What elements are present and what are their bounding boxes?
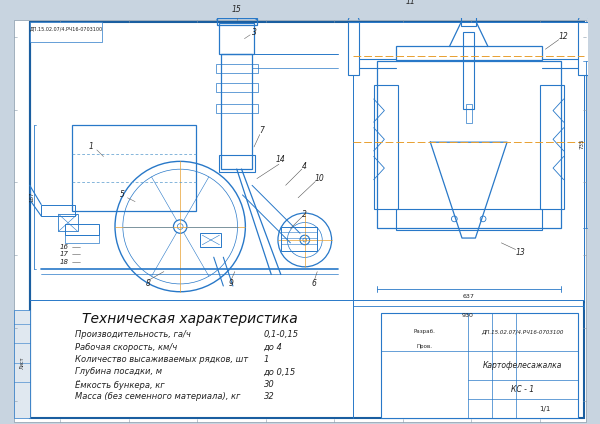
Text: ДП.15.02.07/4.РЧ16-0703100: ДП.15.02.07/4.РЧ16-0703100: [481, 329, 563, 335]
Text: Разраб.: Разраб.: [413, 329, 436, 335]
Text: Глубина посадки, м: Глубина посадки, м: [75, 368, 162, 377]
Text: Ёмкость бункера, кг: Ёмкость бункера, кг: [75, 380, 164, 390]
Text: Техническая характеристика: Техническая характеристика: [82, 312, 298, 326]
Text: 32: 32: [263, 392, 274, 402]
Bar: [221, 54, 252, 169]
Text: Лист: Лист: [20, 357, 25, 369]
Text: до 0,15: до 0,15: [263, 368, 296, 377]
Bar: [396, 46, 542, 60]
Bar: [215, 83, 258, 92]
Text: 9: 9: [229, 279, 233, 287]
Bar: [466, 104, 472, 123]
Text: 6: 6: [312, 279, 317, 287]
Bar: [29, 22, 101, 42]
Text: 11: 11: [406, 0, 415, 6]
Bar: [461, 13, 476, 26]
Text: КС - 1: КС - 1: [511, 385, 534, 394]
Text: 10: 10: [314, 174, 324, 183]
Text: 14: 14: [276, 155, 286, 164]
Text: 3: 3: [251, 28, 256, 37]
Text: 30: 30: [263, 380, 274, 389]
Bar: [218, 155, 255, 172]
Bar: [578, 22, 589, 75]
Text: Масса (без семенного материала), кг: Масса (без семенного материала), кг: [75, 392, 240, 402]
Bar: [281, 226, 317, 251]
Text: 1: 1: [263, 355, 269, 364]
Text: 4: 4: [302, 162, 307, 170]
Bar: [14, 310, 29, 418]
Bar: [200, 233, 221, 247]
Text: 12: 12: [559, 32, 568, 41]
Bar: [463, 32, 475, 109]
Bar: [217, 17, 257, 25]
Text: Производительность, га/ч: Производительность, га/ч: [75, 330, 191, 339]
Text: 735: 735: [580, 139, 584, 149]
Bar: [377, 61, 561, 229]
Text: 0,1-0,15: 0,1-0,15: [263, 330, 299, 339]
Bar: [374, 85, 398, 209]
Text: 7: 7: [259, 126, 264, 135]
Bar: [65, 224, 99, 235]
Bar: [353, 22, 584, 300]
Bar: [41, 204, 75, 216]
Text: 17: 17: [60, 251, 69, 257]
Bar: [72, 125, 196, 211]
Text: Рабочая скорость, км/ч: Рабочая скорость, км/ч: [75, 343, 177, 351]
Text: 637: 637: [463, 294, 475, 299]
Bar: [220, 23, 254, 54]
Text: 2: 2: [302, 209, 307, 219]
Text: Количество высаживаемых рядков, шт: Количество высаживаемых рядков, шт: [75, 355, 248, 364]
Text: 930: 930: [462, 313, 473, 318]
Bar: [215, 104, 258, 114]
Text: Пров.: Пров.: [416, 344, 433, 349]
Text: 8: 8: [146, 279, 151, 287]
Bar: [382, 313, 578, 418]
Bar: [348, 22, 359, 75]
Bar: [58, 214, 77, 232]
Text: 187: 187: [29, 192, 34, 202]
Text: 1/1: 1/1: [539, 406, 550, 412]
Text: 18: 18: [60, 259, 69, 265]
Bar: [539, 85, 563, 209]
Text: Картофелесажалка: Картофелесажалка: [482, 361, 562, 370]
Text: 13: 13: [515, 248, 526, 257]
Text: до 4: до 4: [263, 343, 283, 351]
Bar: [65, 235, 99, 243]
Text: 5: 5: [120, 190, 125, 199]
Text: 16: 16: [60, 244, 69, 250]
Text: 15: 15: [232, 6, 242, 14]
Text: ДП.15.02.07/4.РЧ16-0703100: ДП.15.02.07/4.РЧ16-0703100: [29, 27, 103, 32]
Text: 1: 1: [89, 142, 94, 151]
Bar: [215, 64, 258, 73]
Bar: [396, 209, 542, 230]
